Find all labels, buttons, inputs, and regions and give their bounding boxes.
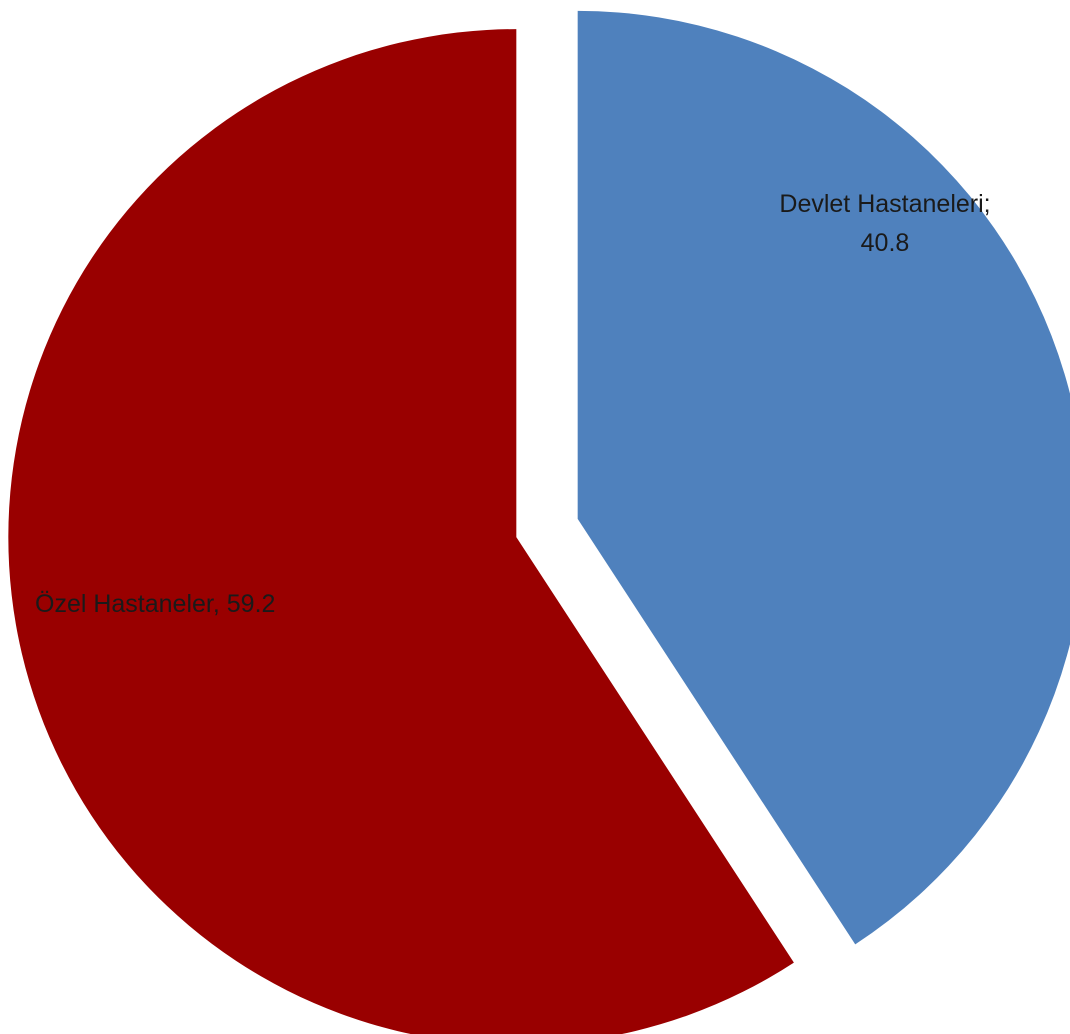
pie-labels: Devlet Hastaneleri; 40.8 Özel Hastaneler, … — [35, 190, 991, 618]
data-label--zel-hastaneler: Özel Hastaneler, 59.2 — [35, 590, 275, 618]
data-label-devlet-hastaneleri: Devlet Hastaneleri; 40.8 — [779, 190, 990, 257]
data-label-line: Devlet Hastaneleri; — [779, 190, 990, 218]
pie-slice-devlet-hastaneleri — [577, 10, 1070, 945]
pie-slice--zel-hastaneler — [8, 29, 794, 1034]
data-label-line: Özel Hastaneler, 59.2 — [35, 590, 275, 618]
pie-slices — [8, 10, 1070, 1034]
data-label-line: 40.8 — [861, 229, 910, 257]
